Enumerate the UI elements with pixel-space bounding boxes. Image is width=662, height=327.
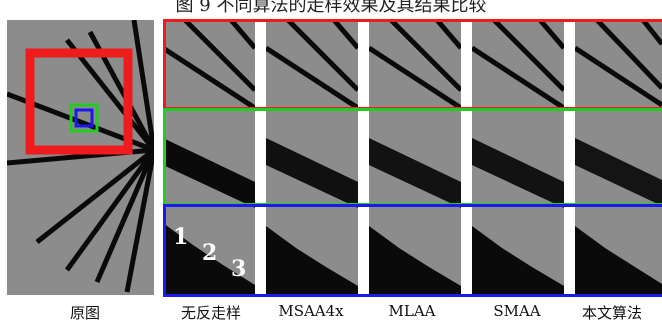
- original-image: [7, 20, 154, 295]
- red-row-frame: [163, 19, 662, 110]
- caption-msaa4x: MSAA4x: [278, 302, 344, 320]
- caption-ours: 本文算法: [581, 304, 643, 322]
- caption-original: 原图: [69, 304, 101, 322]
- blue-row-frame: [163, 204, 662, 297]
- zoom-number-3: 3: [231, 256, 246, 282]
- caption-smaa: SMAA: [493, 302, 541, 320]
- green-row-frame: [163, 108, 662, 206]
- caption-mlaa: MLAA: [388, 302, 436, 320]
- strip-ours: [575, 20, 662, 295]
- strip-mlaa: [369, 20, 461, 295]
- zoom-number-1: 1: [173, 224, 188, 250]
- figure-title: 图 9 不同算法的走样效果及其结果比较: [175, 0, 487, 16]
- zoom-number-2: 2: [202, 240, 217, 266]
- strip-msaa4x: [266, 20, 358, 295]
- strip-smaa: [472, 20, 564, 295]
- caption-no-aa: 无反走样: [180, 304, 242, 322]
- strip-no-aa: 1 2 3: [163, 20, 255, 295]
